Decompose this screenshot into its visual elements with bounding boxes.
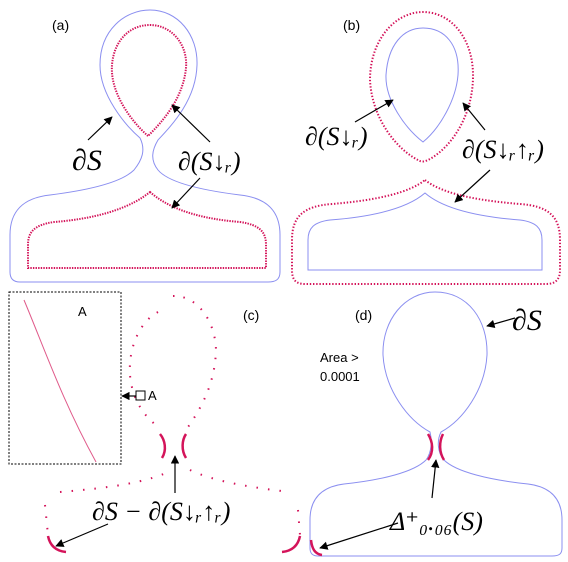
panel-c-inset-label: A	[78, 304, 87, 319]
panel-a-label: (a)	[52, 17, 69, 33]
panel-a-boundary-label: ∂S	[72, 144, 102, 177]
panel-c-marker-label: A	[148, 388, 157, 403]
panel-d-neck-left	[426, 433, 434, 461]
panel-d-neck-right	[438, 433, 446, 461]
panel-c-neck-right	[181, 433, 188, 459]
panel-c-inset-box	[8, 291, 122, 465]
panel-b-eroded-base	[307, 192, 543, 271]
panel-c-marker-box	[135, 390, 146, 401]
panel-a-eroded-label: ∂(S↓ᵣ)	[178, 147, 241, 176]
panel-d-boundary-arrow	[486, 317, 516, 328]
panel-c-corner-arrow	[55, 523, 109, 547]
panel-b-opened-arrow-bottom	[454, 169, 491, 203]
panel-c-corner-left	[46, 535, 67, 554]
panel-a-eroded-arrow-top	[171, 104, 211, 143]
panel-d-area-label-2: 0.0001	[320, 369, 360, 384]
panel-d-corner-arrow	[319, 522, 399, 550]
panel-c: (c) A A ∂S − ∂(S↓ᵣ↑ᵣ)	[8, 291, 302, 554]
panel-b-opened-pear	[368, 10, 475, 163]
panel-b-opened-base	[291, 178, 561, 285]
panel-d-corner-mark	[309, 539, 323, 557]
panel-d-boundary-label: ∂S	[512, 304, 542, 337]
panel-b-label: (b)	[343, 17, 360, 33]
panel-a-eroded-pear	[110, 23, 188, 138]
panel-c-corner-right	[281, 535, 302, 554]
panel-a-outer-boundary	[9, 9, 281, 283]
panel-a-boundary-arrow	[87, 116, 113, 141]
panel-c-inset-line	[23, 299, 97, 463]
panel-a-eroded-arrow-bottom	[171, 177, 201, 209]
panel-d-delta-label: Δ⁺₀.₀₆(S)	[389, 507, 483, 536]
panel-d-label: (d)	[355, 307, 372, 323]
panel-b-eroded-arrow	[354, 99, 394, 123]
panel-a: (a) ∂S ∂(S↓ᵣ)	[9, 9, 281, 283]
panel-b-opened-label: ∂(S↓ᵣ↑ᵣ)	[462, 135, 544, 164]
panel-a-eroded-base	[27, 190, 267, 269]
panel-c-neck-left	[158, 433, 167, 459]
panel-b: (b) ∂(S↓ᵣ) ∂(S↓ᵣ↑ᵣ)	[291, 10, 561, 285]
panel-b-opened-arrow-top	[462, 102, 486, 131]
panel-c-pear-fragments	[128, 294, 218, 431]
panel-b-eroded-pear	[385, 27, 459, 143]
panel-d-outer-boundary	[309, 291, 563, 557]
panel-b-eroded-label: ∂(S↓ᵣ)	[305, 122, 368, 151]
panel-d-neck-arrow	[431, 459, 440, 499]
panel-c-difference-label: ∂S − ∂(S↓ᵣ↑ᵣ)	[92, 497, 230, 526]
panel-c-label: (c)	[243, 307, 259, 323]
panel-d: (d) ∂S Area > 0.0001 Δ⁺₀.₀₆(S)	[309, 291, 563, 557]
panel-d-area-label-1: Area >	[320, 350, 359, 365]
